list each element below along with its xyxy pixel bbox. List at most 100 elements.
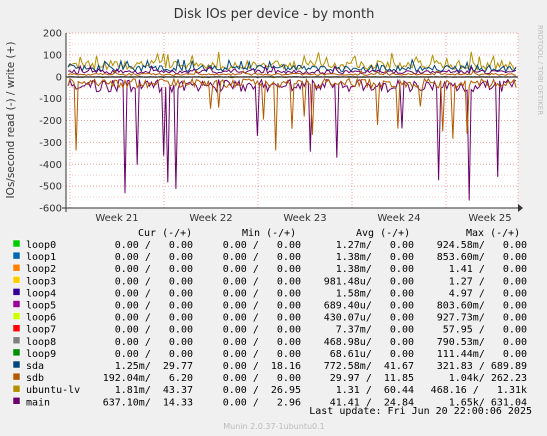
munin-version: Munin 2.0.37-1ubuntu0.1: [223, 422, 325, 431]
legend-min: 0.00 / 0.00: [223, 325, 301, 336]
legend-max: 4.97 / 0.00: [449, 288, 527, 299]
legend-device-name: loop6: [26, 313, 56, 324]
legend-device-name: sdb: [26, 373, 44, 384]
legend-row: ubuntu-lv 1.81m/ 43.37 0.00 / 26.95 1.31 / …: [12, 384, 527, 396]
legend-max: 1.41 / 0.00: [449, 264, 527, 275]
legend-device-name: loop8: [26, 337, 56, 348]
legend-swatch: [12, 360, 21, 369]
series-read-line: [67, 77, 517, 151]
legend-header-avg: Avg (-/+): [356, 228, 410, 239]
legend-cur: 0.00 / 0.00: [115, 325, 193, 336]
legend-max: 468.16 / 1.31k: [431, 385, 527, 396]
legend-avg: 468.98u/ 0.00: [324, 337, 414, 348]
series-write-line: [67, 64, 517, 75]
legend-max: 927.73m/ 0.00: [437, 313, 527, 324]
legend-max: 57.95 / 0.00: [443, 325, 527, 336]
y-tick-label: -300: [39, 138, 62, 149]
legend-row: loop8 0.00 / 0.00 0.00 / 0.00 468.98u/ 0.00…: [12, 336, 527, 348]
legend: Cur (-/+) Min (-/+) Avg (-/+) Max (-/+) …: [12, 228, 527, 408]
legend-max: 111.44m/ 0.00: [437, 349, 527, 360]
y-tick-label: 200: [43, 29, 62, 40]
x-tick-label: Week 25: [468, 213, 511, 224]
legend-max: 1.04k/ 262.23: [449, 373, 527, 384]
chart-title: Disk IOs per device - by month: [174, 7, 375, 22]
legend-min: 0.00 / 0.00: [223, 264, 301, 275]
y-tick-label: 100: [43, 50, 62, 61]
legend-row: loop9 0.00 / 0.00 0.00 / 0.00 68.61u/ 0.00 1…: [12, 348, 527, 360]
legend-avg: 772.58m/ 41.67: [324, 361, 414, 372]
legend-cur: 0.00 / 0.00: [115, 337, 193, 348]
x-tick-labels: Week 21 Week 22 Week 23 Week 24 Week 25: [95, 213, 511, 224]
legend-min: 0.00 / 2.96: [223, 397, 301, 408]
series-write-line: [67, 58, 517, 74]
legend-row: sdb 192.04m/ 6.20 0.00 / 0.00 29.97 / 11.85…: [12, 372, 527, 384]
legend-device-name: loop1: [26, 252, 56, 263]
legend-device-name: main: [26, 397, 50, 408]
legend-min: 0.00 / 0.00: [223, 240, 301, 251]
legend-cur: 0.00 / 0.00: [115, 288, 193, 299]
legend-header-min: Min (-/+): [242, 228, 296, 239]
legend-min: 0.00 / 0.00: [223, 288, 301, 299]
legend-min: 0.00 / 0.00: [223, 313, 301, 324]
legend-device-name: loop0: [26, 240, 56, 251]
legend-device-name: loop9: [26, 349, 56, 360]
legend-cur: 0.00 / 0.00: [115, 252, 193, 263]
x-tick-label: Week 21: [95, 213, 138, 224]
legend-cur: 1.81m/ 43.37: [115, 385, 193, 396]
legend-device-name: sda: [26, 361, 44, 372]
legend-row: loop2 0.00 / 0.00 0.00 / 0.00 1.38m/ 0.00 1.…: [12, 263, 527, 275]
legend-row: loop0 0.00 / 0.00 0.00 / 0.00 1.27m/ 0.00 92…: [12, 239, 527, 251]
y-tick-label: 0: [56, 72, 62, 83]
x-tick-label: Week 23: [283, 213, 326, 224]
legend-min: 0.00 / 0.00: [223, 301, 301, 312]
legend-row: sda 1.25m/ 29.77 0.00 / 18.16 772.58m/ 41.6…: [12, 360, 527, 372]
legend-row: loop7 0.00 / 0.00 0.00 / 0.00 7.37m/ 0.00 57…: [12, 324, 527, 336]
legend-min: 0.00 / 0.00: [223, 252, 301, 263]
x-axis-arrow: [518, 204, 523, 212]
legend-min: 0.00 / 0.00: [223, 276, 301, 287]
legend-avg: 1.38m/ 0.00: [336, 264, 414, 275]
y-tick-label: -600: [39, 204, 62, 215]
legend-min: 0.00 / 0.00: [223, 349, 301, 360]
legend-swatch: [12, 276, 21, 284]
legend-avg: 7.37m/ 0.00: [336, 325, 414, 336]
legend-cur: 1.25m/ 29.77: [115, 361, 193, 372]
legend-min: 0.00 / 0.00: [223, 373, 301, 384]
legend-avg: 689.40u/ 0.00: [324, 301, 414, 312]
legend-device-name: loop5: [26, 301, 56, 312]
legend-device-name: ubuntu-lv: [26, 385, 80, 396]
legend-avg: 29.97 / 11.85: [330, 373, 414, 384]
y-tick-label: -400: [39, 160, 62, 171]
legend-device-name: loop7: [26, 325, 56, 336]
legend-device-name: loop3: [26, 276, 56, 287]
legend-cur: 637.10m/ 14.33: [103, 397, 193, 408]
series-write-line: [67, 69, 517, 76]
legend-row: loop6 0.00 / 0.00 0.00 / 0.00 430.07u/ 0.00…: [12, 312, 527, 324]
legend-swatch: [12, 312, 21, 320]
legend-swatch: [12, 348, 21, 357]
legend-avg: 430.07u/ 0.00: [324, 313, 414, 324]
legend-swatch: [12, 239, 21, 248]
legend-swatch: [12, 288, 21, 296]
legend-swatch: [12, 384, 21, 393]
legend-max: 924.58m/ 0.00: [437, 240, 527, 251]
y-axis-label: IOs/second read (-) / write (+): [5, 41, 17, 198]
legend-header-max: Max (-/+): [466, 228, 520, 239]
legend-swatch: [12, 397, 21, 405]
legend-row: loop1 0.00 / 0.00 0.00 / 0.00 1.38m/ 0.00 85…: [12, 251, 527, 263]
legend-swatch: [12, 300, 21, 308]
legend-swatch: [12, 263, 21, 272]
legend-row: loop5 0.00 / 0.00 0.00 / 0.00 689.40u/ 0.00…: [12, 300, 527, 312]
legend-max: 853.60m/ 0.00: [437, 252, 527, 263]
y-tick-labels: -600 -500 -400 -300 -200 -100 0 100 200: [39, 29, 62, 215]
legend-avg: 981.48u/ 0.00: [324, 276, 414, 287]
legend-max: 1.65k/ 631.04: [449, 397, 527, 408]
rrdtool-credit: RRDTOOL / TOBI OETIKER: [536, 25, 544, 115]
legend-row: loop4 0.00 / 0.00 0.00 / 0.00 1.58m/ 0.00 4.…: [12, 288, 527, 299]
legend-header-cur: Cur (-/+): [138, 228, 192, 239]
legend-avg: 1.38m/ 0.00: [336, 252, 414, 263]
legend-swatch: [12, 336, 21, 345]
legend-cur: 192.04m/ 6.20: [103, 373, 193, 384]
y-tick-label: -200: [39, 116, 62, 127]
legend-min: 0.00 / 18.16: [223, 361, 301, 372]
